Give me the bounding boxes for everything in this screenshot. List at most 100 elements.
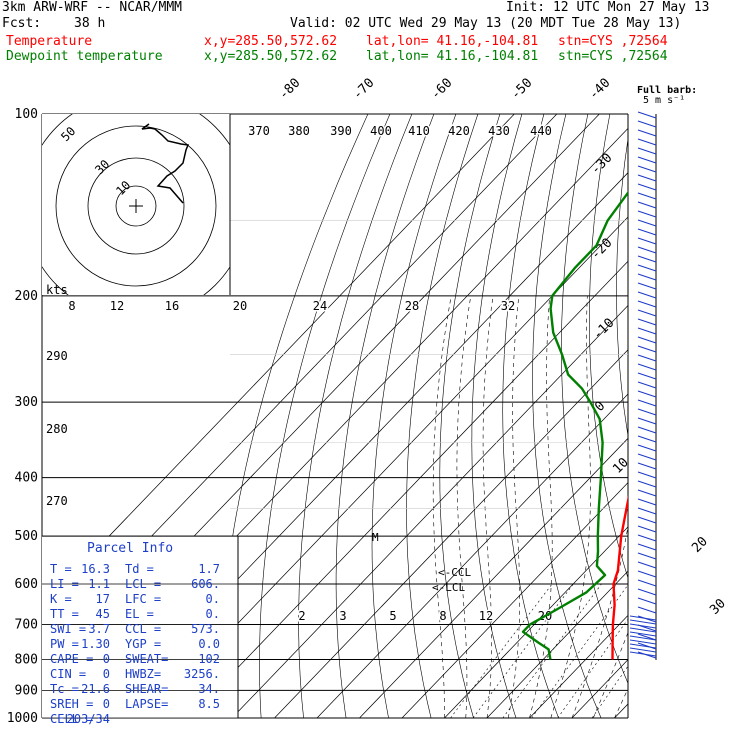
parcel-param-label: TT =: [50, 607, 79, 621]
parcel-param-label: LFC =: [125, 592, 161, 606]
wind-barb: [637, 354, 657, 362]
isotherm-line: [657, 114, 740, 718]
temperature-profile-line: [611, 494, 628, 660]
theta-tick-label: 430: [488, 124, 510, 138]
wind-barb: [637, 543, 657, 551]
isotherm-tick-label: -30: [588, 151, 615, 178]
parcel-param-value: 8.5: [198, 697, 220, 711]
wind-barb: [637, 525, 657, 533]
temperature-latlon: lat,lon= 41.16,-104.81: [366, 34, 539, 49]
wind-barb: [637, 606, 657, 614]
init-time: Init: 12 UTC Mon 27 May 13: [506, 0, 710, 15]
wind-barb: [637, 219, 657, 227]
parcel-box-background: [42, 536, 238, 718]
wind-barb: [629, 635, 657, 641]
wind-barb: [637, 381, 657, 389]
wind-barb: [637, 435, 657, 443]
dry-adiabat-line: [218, 114, 369, 718]
wind-barb: [637, 201, 657, 209]
theta-tick-label: 290: [46, 349, 68, 363]
isotherm-line: [614, 703, 628, 718]
hodograph-ring: [55, 125, 217, 287]
wind-barb: [629, 631, 657, 637]
isotherm-line: [189, 260, 628, 718]
isotherm-tick-label: -50: [508, 76, 535, 103]
parcel-param-value: 203/34: [67, 712, 110, 726]
isotherm-line: [700, 114, 740, 718]
parcel-title: Parcel Info: [87, 541, 173, 556]
hodograph-ring: [115, 185, 157, 227]
isotherm-line: [231, 304, 628, 718]
parcel-param-value: 1.7: [198, 562, 220, 576]
wind-barb: [637, 228, 657, 236]
moist-adiabat-line: [657, 296, 740, 718]
wind-barb: [637, 345, 657, 353]
wind-barb: [637, 516, 657, 524]
wind-barb: [637, 237, 657, 245]
parcel-param-label: CELL =: [50, 712, 93, 726]
wind-barb: [629, 643, 657, 649]
parcel-param-value: 102: [198, 652, 220, 666]
dewpoint-profile-line: [521, 190, 628, 660]
parcel-param-value: 0.0: [198, 637, 220, 651]
pressure-tick-label: 200: [15, 289, 38, 304]
mixing-ratio-tick-label: 12: [110, 299, 124, 313]
theta-tick-label: 440: [530, 124, 552, 138]
moist-adiabat-line: [550, 295, 591, 718]
mixing-ratio-tick-label: 8: [68, 299, 75, 313]
profile-series: [521, 190, 628, 660]
theta-tick-label: 370: [248, 124, 270, 138]
mixing-ratio-tick-label: 3: [339, 609, 346, 623]
moist-adiabat-line: [614, 687, 628, 718]
dewpoint-legend: Dewpoint temperature: [6, 49, 163, 64]
pressure-tick-label: 300: [15, 395, 38, 410]
wind-barb: [629, 615, 657, 621]
wind-barb: [637, 255, 657, 263]
wind-barb: [637, 147, 657, 155]
pressure-tick-label: 700: [15, 617, 38, 632]
barb-key-title: Full barb:: [637, 85, 697, 96]
wind-barb: [637, 363, 657, 371]
isotherm-tick-label: -40: [586, 76, 613, 103]
moist-adiabat-line: [593, 631, 628, 718]
wind-barb: [637, 561, 657, 569]
dry-adiabat-line: [589, 114, 628, 580]
wind-barb: [637, 291, 657, 299]
wind-barb: [637, 210, 657, 218]
hodograph-trace: [141, 123, 190, 204]
wind-barb: [637, 300, 657, 308]
isotherm-line: [316, 393, 628, 718]
wind-barb: [637, 372, 657, 380]
mixing-ratio-line: [531, 584, 628, 718]
wind-barb: [629, 639, 657, 645]
parcel-param-label: Tc =: [50, 682, 79, 696]
wind-barb: [629, 647, 657, 653]
wind-barb: [637, 489, 657, 497]
m-marker: M: [372, 531, 379, 544]
pressure-tick-label: 500: [15, 529, 38, 544]
wind-barb: [637, 507, 657, 515]
dewpoint-xy: x,y=285.50,572.62: [204, 49, 338, 64]
wind-barb: [637, 498, 657, 506]
mixing-ratio-tick-label: 32: [501, 299, 515, 313]
dry-adiabat-line: [693, 114, 740, 718]
parcel-param-value: 0.: [206, 607, 220, 621]
wind-barb: [637, 246, 657, 254]
parcel-param-label: LI =: [50, 577, 79, 591]
parcel-param-label: EL =: [125, 607, 154, 621]
wind-barb: [637, 426, 657, 434]
parcel-param-label: T =: [50, 562, 72, 576]
wind-barb: [637, 282, 657, 290]
parcel-param-label: CCL =: [125, 622, 161, 636]
wind-barb: [637, 192, 657, 200]
hodograph-rings: [42, 114, 230, 295]
wind-barb: [637, 462, 657, 470]
dry-adiabat-line: [406, 114, 479, 718]
isotherm-tick-label: -60: [428, 76, 455, 103]
parcel-param-label: Td =: [125, 562, 154, 576]
wind-barb: [637, 444, 657, 452]
mixing-ratio-tick-label: 5: [389, 609, 396, 623]
theta-tick-label: 400: [370, 124, 392, 138]
isotherm-line: [529, 614, 628, 718]
